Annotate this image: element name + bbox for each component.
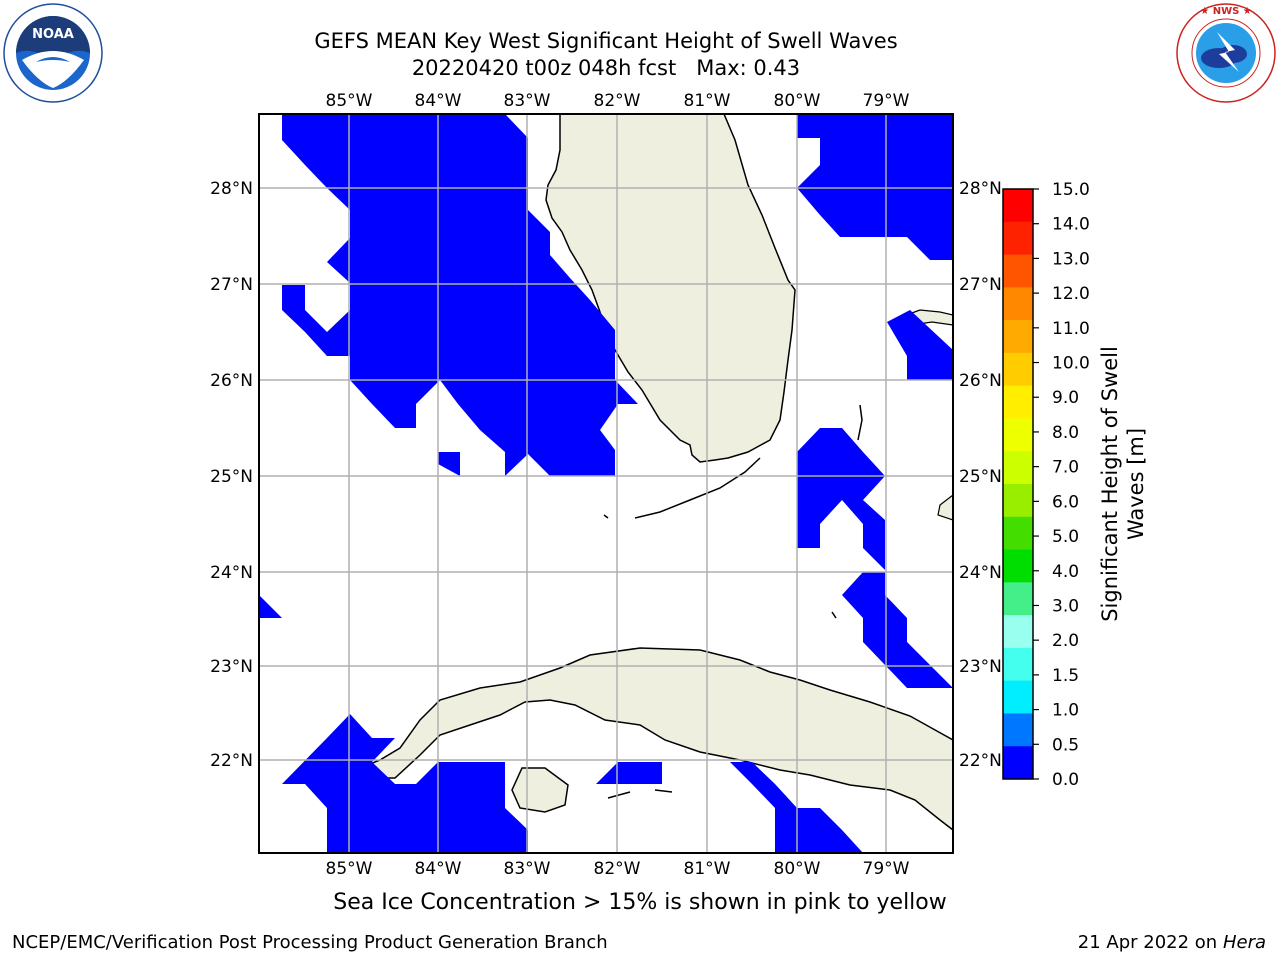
- swell-map: 85°W 84°W 83°W 82°W 81°W 80°W 79°W 85°W …: [210, 91, 1002, 879]
- colorbar-band: [1003, 647, 1033, 682]
- lon-label: 80°W: [774, 859, 821, 879]
- lat-label: 24°N: [959, 563, 1002, 583]
- lon-label: 83°W: [504, 91, 551, 111]
- colorbar-band: [1003, 582, 1033, 616]
- colorbar-tick-label: 8.0: [1052, 423, 1079, 443]
- lon-labels-top: 85°W 84°W 83°W 82°W 81°W 80°W 79°W: [326, 91, 910, 111]
- nws-logo: ★ NWS ★: [1176, 3, 1276, 103]
- colorbar-frame: [1002, 188, 1034, 780]
- florida-land: [545, 114, 796, 463]
- colorbar-tick-label: 9.0: [1052, 388, 1079, 408]
- colorbar-tick-label: 2.0: [1052, 631, 1079, 651]
- lat-label: 22°N: [210, 751, 253, 771]
- colorbar-bands: [1003, 189, 1033, 780]
- noaa-logo: NOAA: [3, 3, 103, 103]
- colorbar-label-line2: Waves [m]: [1124, 428, 1148, 540]
- colorbar-label-line1: Significant Height of Swell: [1098, 346, 1122, 622]
- lat-label: 23°N: [959, 657, 1002, 677]
- colorbar-tick-label: 0.5: [1052, 735, 1079, 755]
- isla-juventud: [511, 767, 569, 813]
- colorbar-band: [1003, 484, 1033, 518]
- lon-label: 83°W: [504, 859, 551, 879]
- map-subtitle: 20220420 t00z 048h fcst Max: 0.43: [411, 56, 801, 80]
- lon-label: 84°W: [415, 859, 462, 879]
- colorbar: 15.0 14.0 13.0 12.0 11.0 10.0 9.0 8.0 7.0 6.0 5.0 4…: [1002, 180, 1148, 790]
- colorbar-band: [1003, 451, 1033, 485]
- colorbar-band: [1003, 615, 1033, 649]
- colorbar-tick-label: 5.0: [1052, 527, 1079, 547]
- lon-label: 85°W: [326, 91, 373, 111]
- noaa-logo-text: NOAA: [32, 27, 74, 42]
- colorbar-band: [1003, 320, 1033, 354]
- florida-keys: [634, 457, 761, 519]
- colorbar-tick-label: 1.0: [1052, 701, 1079, 721]
- colorbar-band: [1003, 746, 1033, 780]
- colorbar-tick-label: 6.0: [1052, 492, 1079, 512]
- colorbar-tick-label: 10.0: [1052, 354, 1090, 374]
- map-frame: [258, 113, 954, 854]
- colorbar-tick-label: 13.0: [1052, 249, 1090, 269]
- lat-label: 25°N: [959, 467, 1002, 487]
- colorbar-tick-label: 7.0: [1052, 458, 1079, 478]
- map-title: GEFS MEAN Key West Significant Height of…: [314, 29, 898, 53]
- lat-labels-left: 28°N 27°N 26°N 25°N 24°N 23°N 22°N: [210, 179, 253, 771]
- footer-left: NCEP/EMC/Verification Post Processing Pr…: [12, 932, 608, 953]
- colorbar-band: [1003, 549, 1033, 583]
- colorbar-band: [1003, 418, 1033, 452]
- svg-text:★ NWS ★: ★ NWS ★: [1200, 6, 1252, 17]
- lat-label: 25°N: [210, 467, 253, 487]
- lon-label: 85°W: [326, 859, 373, 879]
- lat-label: 24°N: [210, 563, 253, 583]
- colorbar-ticks: 15.0 14.0 13.0 12.0 11.0 10.0 9.0 8.0 7.0 6.0 5.0 4…: [1033, 180, 1090, 790]
- lon-label: 80°W: [774, 91, 821, 111]
- lat-label: 23°N: [210, 657, 253, 677]
- sea-ice-caption: Sea Ice Concentration > 15% is shown in …: [333, 890, 947, 915]
- colorbar-tick-label: 12.0: [1052, 284, 1090, 304]
- lon-label: 79°W: [863, 859, 910, 879]
- colorbar-tick-label: 1.5: [1052, 666, 1079, 686]
- colorbar-tick-label: 15.0: [1052, 180, 1090, 200]
- swell-region-blue: [259, 114, 953, 853]
- lat-label: 26°N: [210, 371, 253, 391]
- lat-label: 28°N: [210, 179, 253, 199]
- lat-label: 22°N: [959, 751, 1002, 771]
- colorbar-band: [1003, 713, 1033, 747]
- colorbar-band: [1003, 352, 1033, 387]
- lat-label: 27°N: [210, 275, 253, 295]
- colorbar-tick-label: 0.0: [1052, 770, 1079, 790]
- lat-label: 27°N: [959, 275, 1002, 295]
- lon-label: 82°W: [594, 859, 641, 879]
- graticule: [259, 114, 953, 853]
- cuba-land: [353, 647, 953, 831]
- colorbar-band: [1003, 287, 1033, 321]
- lat-labels-right: 28°N 27°N 26°N 25°N 24°N 23°N 22°N: [959, 179, 1002, 771]
- colorbar-band: [1003, 189, 1033, 223]
- lat-label: 28°N: [959, 179, 1002, 199]
- footer-host: Hera: [1222, 932, 1266, 953]
- colorbar-band: [1003, 385, 1033, 419]
- lon-label: 84°W: [415, 91, 462, 111]
- lat-label: 26°N: [959, 371, 1002, 391]
- colorbar-band: [1003, 680, 1033, 714]
- footer-date: 21 Apr 2022 on: [1077, 932, 1223, 953]
- colorbar-tick-label: 3.0: [1052, 596, 1079, 616]
- lon-label: 81°W: [684, 859, 731, 879]
- lon-label: 82°W: [594, 91, 641, 111]
- colorbar-tick-label: 11.0: [1052, 319, 1090, 339]
- colorbar-tick-label: 4.0: [1052, 562, 1079, 582]
- lon-labels-bottom: 85°W 84°W 83°W 82°W 81°W 80°W 79°W: [326, 859, 910, 879]
- colorbar-tick-label: 14.0: [1052, 215, 1090, 235]
- colorbar-band: [1003, 516, 1033, 551]
- footer-right: 21 Apr 2022 on Hera: [1078, 932, 1266, 953]
- lon-label: 79°W: [863, 91, 910, 111]
- lon-label: 81°W: [684, 91, 731, 111]
- colorbar-band: [1003, 254, 1033, 288]
- colorbar-band: [1003, 221, 1033, 256]
